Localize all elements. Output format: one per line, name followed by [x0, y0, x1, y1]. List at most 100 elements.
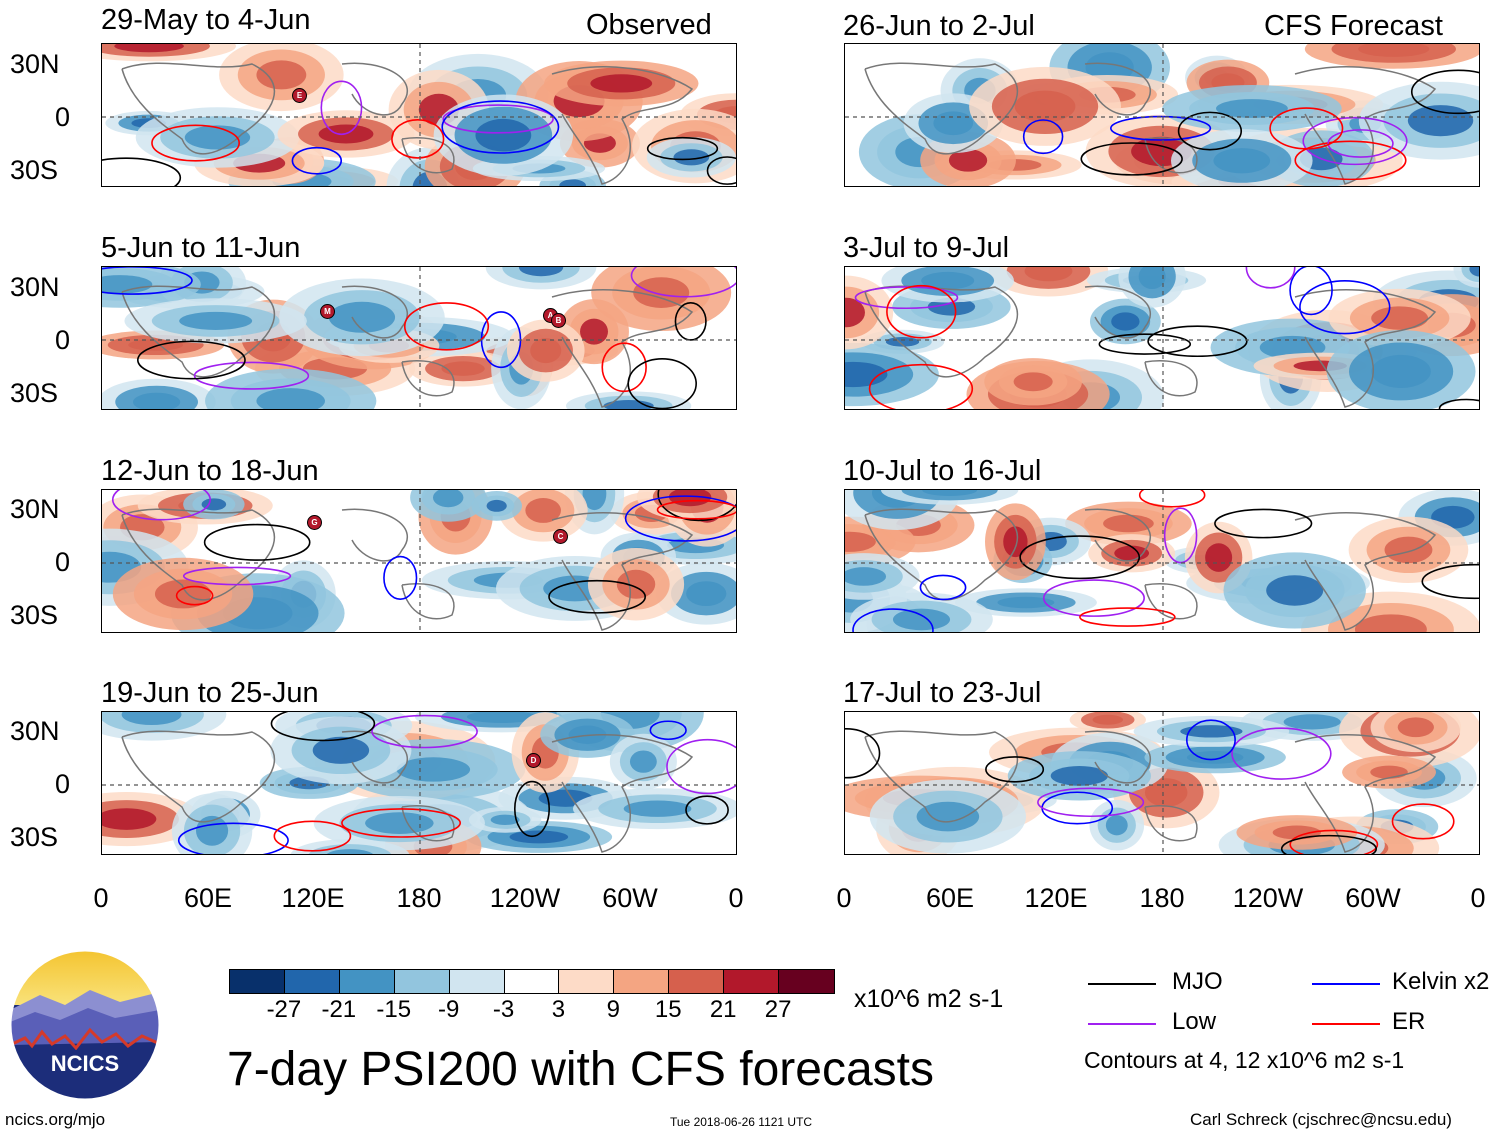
wave-contour: [1080, 142, 1183, 176]
wave-contour: [291, 146, 343, 175]
anomaly-blob: [490, 814, 520, 825]
storm-marker: M: [320, 304, 335, 319]
storm-marker: D: [526, 753, 541, 768]
coastline: [1084, 285, 1152, 339]
psi-anomaly-map: [102, 712, 736, 854]
wave-contour: [175, 585, 214, 606]
wave-contour: [854, 286, 959, 310]
map-panel-forecast-2: [844, 266, 1480, 410]
anomaly-blob: [308, 844, 392, 854]
anomaly-blob: [1013, 372, 1053, 392]
colorbar-label: -15: [376, 996, 412, 1023]
coastline: [1084, 730, 1152, 784]
coastline: [864, 508, 1018, 601]
anomaly-blob: [1370, 765, 1408, 779]
wave-contour: [706, 156, 736, 185]
ncics-logo: NCICS: [10, 950, 160, 1100]
wave-contour: [193, 361, 310, 390]
anomaly-blob: [102, 808, 157, 830]
wave-contour: [203, 523, 311, 561]
panel-title-right-2: 3-Jul to 9-Jul: [843, 232, 1010, 264]
anomaly-blob: [441, 361, 485, 376]
anomaly-blob: [530, 338, 562, 364]
wave-contour: [442, 104, 554, 134]
x-label-60w: 60W: [1345, 883, 1401, 913]
psi-anomaly-map: [845, 490, 1479, 632]
wave-contour: [1214, 508, 1313, 539]
wave-contour: [441, 100, 560, 154]
wave-contour: [273, 820, 352, 852]
panel-title-left-1: 29-May to 4-Jun: [101, 4, 311, 36]
coastline: [121, 508, 275, 601]
wave-contour: [1289, 267, 1333, 316]
x-label-120e: 120E: [1024, 883, 1088, 913]
storm-marker: C: [553, 529, 568, 544]
wave-contour: [182, 566, 292, 586]
panel-title-left-4: 19-Jun to 25-Jun: [101, 677, 319, 709]
colorbar-swatch: [394, 970, 450, 993]
psi-anomaly-map: [102, 490, 736, 632]
colorbar-label: 15: [654, 996, 682, 1023]
anomaly-blob: [121, 712, 182, 725]
coastline: [341, 508, 409, 562]
coastline: [401, 137, 455, 174]
storm-marker: E: [292, 88, 307, 103]
wave-contour: [1231, 727, 1332, 780]
anomaly-blob: [673, 149, 710, 166]
wave-contour: [630, 267, 736, 298]
anomaly-blob: [559, 179, 586, 186]
coastline: [864, 730, 1018, 823]
anomaly-blob: [1205, 543, 1233, 572]
wave-contour: [1022, 119, 1064, 155]
wave-contour: [341, 808, 462, 838]
contour-note: Contours at 4, 12 x10^6 m2 s-1: [1084, 1047, 1405, 1073]
anomaly-blob: [1105, 815, 1128, 836]
anomaly-blob: [1407, 105, 1474, 137]
anomaly-blob: [616, 569, 656, 599]
anomaly-blob: [184, 125, 251, 150]
wave-contour: [1289, 829, 1379, 854]
wave-contour: [391, 118, 445, 159]
colorbar-label: 27: [764, 996, 792, 1023]
coastline: [864, 285, 1018, 378]
anomaly-blob: [475, 118, 532, 152]
anomaly-blob: [525, 498, 561, 523]
anomaly-blob: [1371, 354, 1431, 388]
wave-contour: [868, 363, 974, 409]
coastline: [1084, 62, 1152, 116]
colorbar-swatch: [449, 970, 505, 993]
coastline: [864, 62, 1018, 155]
wave-contour: [1079, 607, 1176, 627]
wave-contour: [1019, 535, 1141, 580]
anomaly-blob: [328, 301, 396, 333]
colorbar-label: 3: [551, 996, 566, 1023]
wave-contour: [1302, 116, 1408, 166]
y-label-eq: 0: [55, 769, 71, 799]
panel-title-left-2: 5-Jun to 11-Jun: [101, 232, 301, 264]
anomaly-blob: [1180, 725, 1243, 738]
wave-contour: [1098, 333, 1192, 355]
anomaly-blob: [1469, 267, 1479, 277]
wave-contour: [102, 267, 193, 295]
footer-author: Carl Schreck (cjschrec@ncsu.edu): [1190, 1110, 1452, 1129]
storm-marker: G: [307, 515, 322, 530]
anomaly-blob: [997, 596, 1055, 609]
anomaly-blob: [132, 392, 181, 409]
x-label-0-end: 0: [728, 883, 744, 913]
wave-contour: [177, 822, 289, 854]
anomaly-blob: [518, 267, 564, 277]
anomaly-blob: [845, 361, 888, 388]
y-label-30s: 30S: [10, 600, 59, 630]
legend-label-mjo: MJO: [1172, 968, 1223, 995]
coastline: [1144, 583, 1198, 620]
wave-contour: [151, 124, 240, 162]
colorbar-swatch: [504, 970, 560, 993]
anomaly-blob: [179, 311, 253, 330]
x-label-120w: 120W: [489, 883, 561, 913]
wave-contour: [1269, 107, 1344, 150]
wave-contour: [320, 80, 363, 136]
y-label-30n: 30N: [10, 716, 60, 746]
anomaly-blob: [580, 318, 608, 345]
legend-line-kelvin: [1312, 983, 1380, 985]
wave-contour: [136, 340, 246, 380]
